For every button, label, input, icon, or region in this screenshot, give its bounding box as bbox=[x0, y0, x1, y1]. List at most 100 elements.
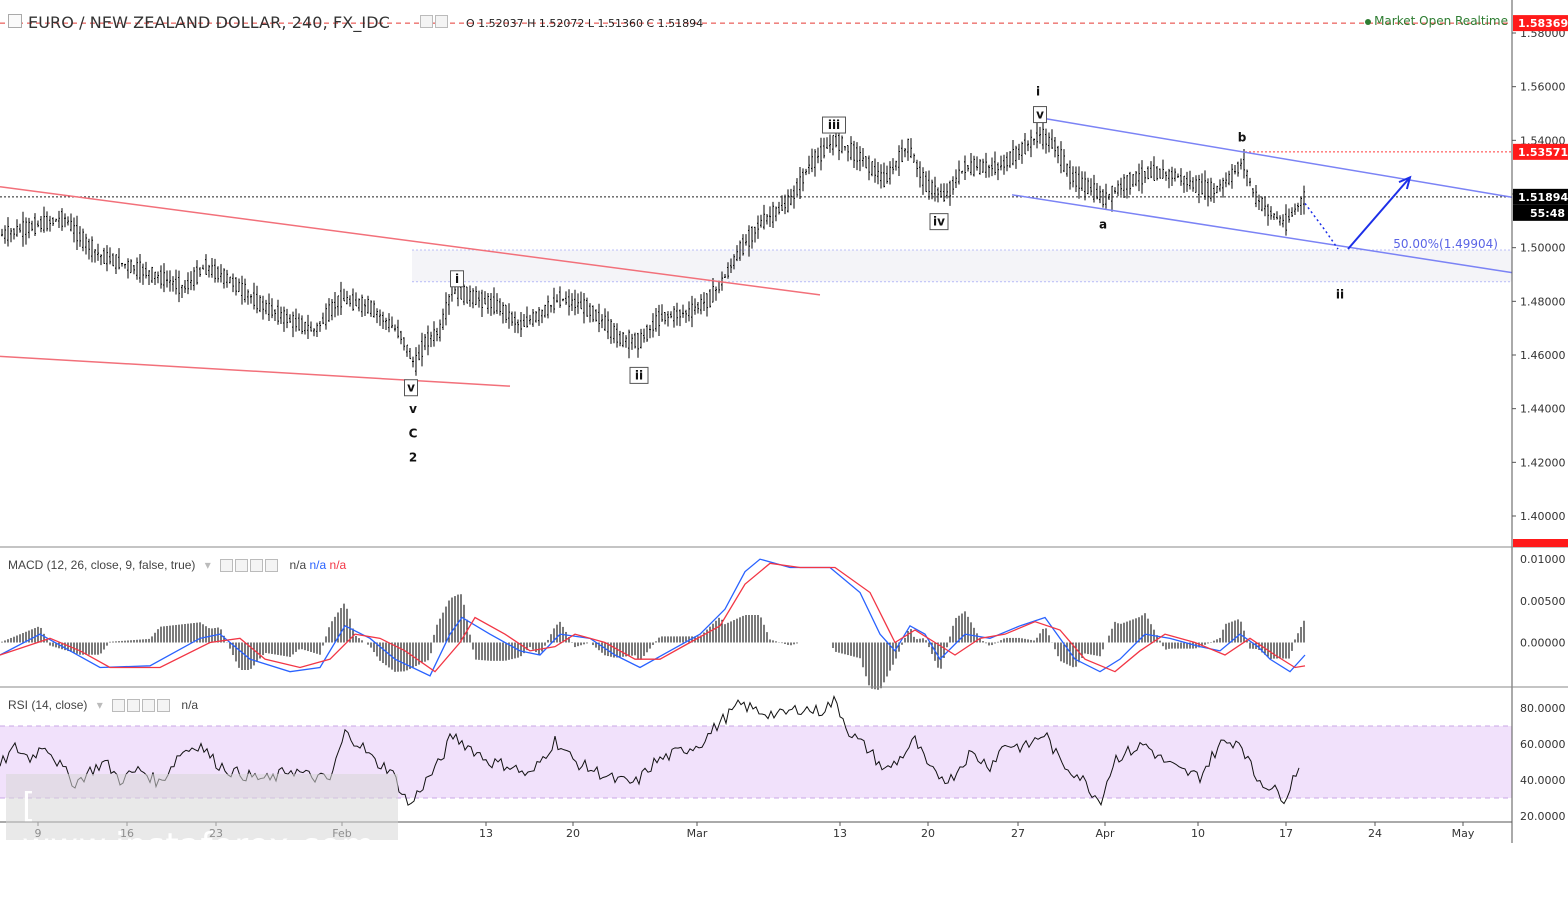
y-tick-label: 1.56000 bbox=[1520, 81, 1566, 94]
y-tick-label: 1.42000 bbox=[1520, 456, 1566, 469]
x-tick-label: 20 bbox=[566, 827, 580, 840]
rsi-line bbox=[0, 695, 1300, 807]
red-trendline bbox=[0, 186, 821, 296]
symbol-menu-icon[interactable] bbox=[8, 14, 22, 28]
wave-label-box bbox=[629, 366, 649, 384]
market-status-text: Market Open Realtime bbox=[1374, 14, 1508, 28]
watermark-text: [ www.instaforex.com ] bbox=[22, 786, 375, 906]
macd-line bbox=[0, 558, 1306, 677]
projection-arrow bbox=[1347, 176, 1411, 250]
chevron-down-icon[interactable]: ▾ bbox=[204, 558, 211, 572]
x-tick-label: Apr bbox=[1095, 827, 1115, 840]
wave-label-box bbox=[1033, 106, 1047, 124]
close-icon[interactable] bbox=[157, 699, 171, 713]
status-dot-icon bbox=[1365, 18, 1372, 25]
price-tag-resistance-bg bbox=[1513, 143, 1568, 160]
macd-signal-value: n/a bbox=[309, 558, 327, 572]
wave-label-box bbox=[929, 213, 949, 231]
macd-hist-value: n/a bbox=[329, 558, 347, 572]
settings-icon[interactable] bbox=[420, 14, 433, 28]
y-tick-label: 1.48000 bbox=[1520, 295, 1566, 308]
wave-label: iii bbox=[828, 118, 840, 132]
wave-label: v bbox=[409, 402, 417, 416]
projection-dotted bbox=[1304, 202, 1339, 250]
wave-label: ii bbox=[635, 368, 643, 382]
price-tag-last-bg bbox=[1513, 188, 1568, 205]
plus-icon[interactable] bbox=[250, 559, 264, 573]
eye-icon[interactable] bbox=[220, 559, 234, 573]
wave-label: v bbox=[407, 381, 415, 395]
rsi-y-tick: 80.0000 bbox=[1520, 702, 1566, 715]
x-tick-label: 10 bbox=[1191, 827, 1205, 840]
wave-label: a bbox=[1099, 218, 1107, 232]
macd-y-tick: 0.00500 bbox=[1520, 595, 1566, 608]
wave-label-box bbox=[822, 116, 846, 134]
blue-trendline bbox=[1011, 194, 1513, 274]
fib-zone bbox=[412, 250, 1512, 282]
chart-canvas: 50.00%(1.49904)61.80%(1.48735)vvC2iiiiii… bbox=[0, 0, 1568, 843]
x-tick-label: Mar bbox=[687, 827, 708, 840]
y-tick-label: 1.50000 bbox=[1520, 242, 1566, 255]
x-tick-label: May bbox=[1452, 827, 1475, 840]
price-tag-high-bg bbox=[1513, 15, 1568, 32]
price-pane[interactable]: 50.00%(1.49904)61.80%(1.48735)vvC2iiiiii… bbox=[0, 22, 1513, 465]
wave-label: i bbox=[1036, 84, 1040, 98]
x-tick-label: 13 bbox=[479, 827, 493, 840]
macd-pane[interactable] bbox=[0, 558, 1306, 690]
price-tag-last: 1.51894 bbox=[1518, 191, 1568, 204]
countdown-bg bbox=[1513, 204, 1568, 221]
eye-icon[interactable] bbox=[112, 699, 126, 713]
wave-label: b bbox=[1238, 130, 1247, 144]
rsi-y-tick: 20.0000 bbox=[1520, 810, 1566, 823]
countdown-tag: 55:48 bbox=[1530, 207, 1565, 220]
y-tick-label: 1.40000 bbox=[1520, 510, 1566, 523]
rsi-y-tick: 60.0000 bbox=[1520, 738, 1566, 751]
wave-label: ii bbox=[1336, 287, 1344, 301]
wave-label-box bbox=[450, 270, 464, 288]
chevron-down-icon[interactable]: ▾ bbox=[96, 698, 103, 712]
blue-trendline bbox=[1039, 117, 1513, 198]
fib-label: 50.00%(1.49904) bbox=[1393, 237, 1498, 251]
wave-label: i bbox=[455, 272, 459, 286]
wave-label: v bbox=[1036, 108, 1044, 122]
wave-label: 2 bbox=[409, 451, 417, 465]
x-tick-label: 17 bbox=[1279, 827, 1293, 840]
header-toggle-icons[interactable] bbox=[420, 14, 450, 28]
rsi-legend[interactable]: RSI (14, close) ▾ n/a bbox=[8, 698, 199, 713]
x-tick-label: 24 bbox=[1368, 827, 1382, 840]
macd-y-tick: 0.01000 bbox=[1520, 553, 1566, 566]
plus-icon[interactable] bbox=[142, 699, 156, 713]
close-icon[interactable] bbox=[265, 559, 279, 573]
candles bbox=[1, 121, 1305, 376]
macd-legend[interactable]: MACD (12, 26, close, 9, false, true) ▾ n… bbox=[8, 558, 347, 573]
gear-icon[interactable] bbox=[127, 699, 141, 713]
compare-icon[interactable] bbox=[435, 14, 448, 28]
y-tick-label: 1.44000 bbox=[1520, 403, 1566, 416]
x-tick-label: 20 bbox=[921, 827, 935, 840]
instaforex-watermark: [ www.instaforex.com ] bbox=[6, 774, 398, 906]
y-tick-label: 1.46000 bbox=[1520, 349, 1566, 362]
macd-histogram bbox=[1, 594, 1305, 690]
wave-label: iv bbox=[933, 215, 945, 229]
x-tick-label: 13 bbox=[833, 827, 847, 840]
rsi-value: n/a bbox=[181, 698, 199, 712]
price-tag-resistance: 1.53571 bbox=[1518, 146, 1568, 159]
macd-value: n/a bbox=[289, 558, 307, 572]
ohlc-readout: O 1.52037 H 1.52072 L 1.51360 C 1.51894 bbox=[466, 17, 704, 30]
x-tick-label: 27 bbox=[1011, 827, 1025, 840]
axes: 1.580001.560001.540001.520001.500001.480… bbox=[0, 0, 1568, 843]
price-tag-cut-bg bbox=[1513, 539, 1568, 547]
rsi-label: RSI (14, close) bbox=[8, 698, 88, 712]
wave-label: C bbox=[409, 426, 418, 440]
symbol-title[interactable]: EURO / NEW ZEALAND DOLLAR, 240, FX_IDC bbox=[28, 13, 390, 32]
macd-label: MACD (12, 26, close, 9, false, true) bbox=[8, 558, 196, 572]
gear-icon[interactable] bbox=[235, 559, 249, 573]
macd-y-tick: 0.00000 bbox=[1520, 637, 1566, 650]
red-trendline bbox=[0, 355, 511, 387]
rsi-y-tick: 40.0000 bbox=[1520, 774, 1566, 787]
signal-line bbox=[0, 562, 1306, 673]
price-tag-high: 1.58369 bbox=[1518, 17, 1568, 30]
market-status: Market Open Realtime bbox=[1365, 14, 1508, 28]
arrow-head bbox=[1398, 175, 1412, 190]
wave-label-box bbox=[404, 379, 418, 397]
